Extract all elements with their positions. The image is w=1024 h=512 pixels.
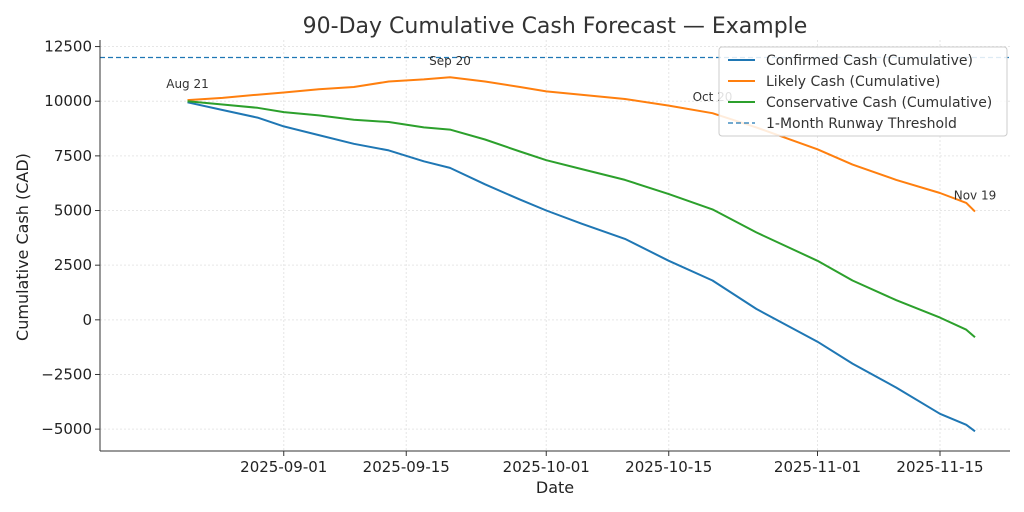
chart-title: 90-Day Cumulative Cash Forecast — Exampl… — [303, 14, 808, 39]
x-tick-label: 2025-11-15 — [896, 458, 983, 476]
annotation-label: Nov 19 — [954, 189, 997, 203]
legend-items: Confirmed Cash (Cumulative) Likely Cash (… — [728, 53, 992, 132]
series-layer — [187, 76, 976, 433]
confirmed-cash-line — [187, 101, 976, 433]
y-tick-label: 7500 — [54, 147, 92, 165]
y-tick-label: 0 — [82, 311, 92, 329]
legend-box — [718, 46, 1008, 137]
legend-entry: Conservative Cash (Cumulative) — [766, 95, 992, 111]
x-tick-label: 2025-09-01 — [240, 458, 327, 476]
y-axis-label: Cumulative Cash (CAD) — [13, 153, 32, 341]
axes-layer — [99, 40, 1010, 452]
legend-entry: Confirmed Cash (Cumulative) — [766, 53, 973, 69]
x-axis-label: Date — [536, 478, 574, 497]
x-tick-label: 2025-09-15 — [363, 458, 450, 476]
y-tick-label: 5000 — [54, 202, 92, 220]
legend-entry: Likely Cash (Cumulative) — [766, 74, 940, 90]
x-ticks: 2025-09-01 2025-09-15 2025-10-01 2025-10-15… — [240, 451, 984, 476]
y-tick-label: 10000 — [44, 92, 92, 110]
annotation-label: Aug 21 — [166, 77, 209, 91]
legend-entry: 1-Month Runway Threshold — [766, 116, 957, 132]
conservative-cash-line — [187, 100, 976, 339]
y-tick-label: 2500 — [54, 256, 92, 274]
x-tick-label: 2025-10-15 — [625, 458, 712, 476]
y-tick-label: 12500 — [44, 38, 92, 56]
annotation-label: Sep 20 — [429, 54, 471, 68]
x-tick-label: 2025-11-01 — [774, 458, 861, 476]
x-tick-label: 2025-10-01 — [503, 458, 590, 476]
legend: Confirmed Cash (Cumulative) Likely Cash (… — [718, 46, 1008, 137]
likely-cash-line — [187, 76, 976, 213]
y-ticks: 12500 10000 7500 5000 2500 0 −2500 −5000 — [41, 38, 100, 438]
y-tick-label: −5000 — [41, 420, 92, 438]
y-tick-label: −2500 — [41, 365, 92, 383]
